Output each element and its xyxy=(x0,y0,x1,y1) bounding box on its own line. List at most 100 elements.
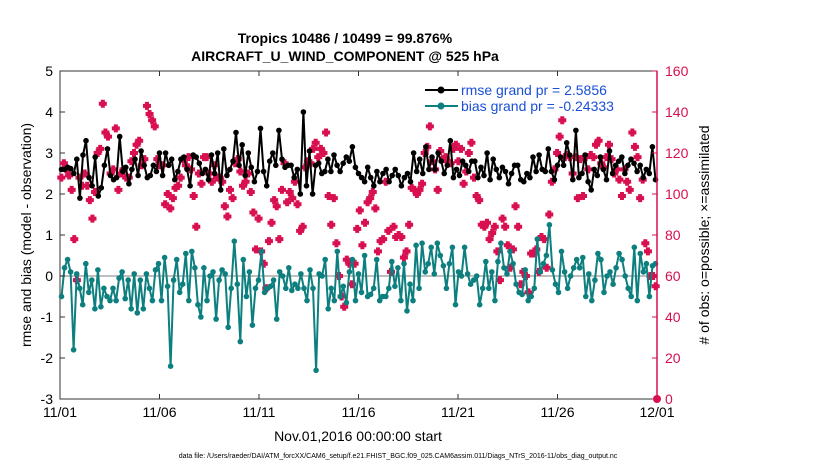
obs-count-point xyxy=(628,128,637,137)
rmse-point xyxy=(135,172,141,179)
y-tick-label: -1 xyxy=(41,309,54,325)
obs-count-point xyxy=(275,235,284,244)
rmse-point xyxy=(309,191,316,197)
rmse-point xyxy=(98,185,105,191)
bias-point xyxy=(534,236,541,242)
obs-count-point xyxy=(467,138,476,147)
rmse-point xyxy=(392,166,399,173)
rmse-point xyxy=(300,109,307,115)
x-tick-label: 11/11 xyxy=(243,404,276,420)
bias-point xyxy=(492,297,498,304)
rmse-point xyxy=(266,158,273,164)
obs-count-point xyxy=(293,200,302,209)
bias-point xyxy=(101,285,107,292)
obs-count-point xyxy=(433,185,442,194)
rmse-point xyxy=(263,183,270,189)
obs-count-point xyxy=(360,218,369,227)
obs-count-point xyxy=(176,173,185,182)
rmse-point xyxy=(377,178,383,185)
rmse-point xyxy=(530,154,536,160)
rmse-point xyxy=(83,137,89,144)
bias-point xyxy=(183,250,189,257)
bias-point xyxy=(198,314,204,320)
rmse-point xyxy=(502,168,509,175)
obs-count-point xyxy=(57,173,66,182)
bias-point xyxy=(143,271,150,277)
bias-point xyxy=(104,293,110,300)
bias-point xyxy=(604,273,610,279)
rmse-point xyxy=(193,154,199,160)
chart-title: Tropics 10486 / 10499 = 99.876% xyxy=(238,30,453,46)
bias-point xyxy=(470,277,477,283)
y-right-tick-label: 140 xyxy=(665,104,689,120)
bias-point xyxy=(561,269,568,275)
rmse-point xyxy=(257,125,264,132)
rmse-point xyxy=(643,166,650,173)
rmse-point xyxy=(172,176,178,183)
bias-point xyxy=(331,297,338,304)
rmse-point xyxy=(533,168,539,175)
obs-count-point xyxy=(163,190,172,198)
bias-point xyxy=(310,285,316,292)
bias-point xyxy=(546,222,553,228)
obs-count-point xyxy=(148,116,157,125)
obs-count-point xyxy=(615,175,624,184)
rmse-point xyxy=(597,154,604,160)
rmse-point xyxy=(334,162,340,169)
rmse-point xyxy=(646,170,653,177)
obs-count-point xyxy=(174,181,183,190)
bias-point xyxy=(204,297,210,304)
bias-point xyxy=(389,258,395,265)
bias-point xyxy=(564,285,571,292)
rmse-point xyxy=(585,178,591,185)
rmse-point xyxy=(640,174,646,181)
y-tick-label: 3 xyxy=(45,145,53,161)
bias-point xyxy=(373,256,380,263)
rmse-point xyxy=(214,150,221,156)
y-right-tick-label: 40 xyxy=(665,309,681,325)
obs-count-point xyxy=(166,204,175,213)
bias-point xyxy=(355,271,362,277)
rmse-point xyxy=(628,156,634,162)
obs-count-point xyxy=(267,218,276,227)
rmse-point xyxy=(389,172,396,179)
bias-point xyxy=(425,260,432,267)
bias-point xyxy=(289,287,295,294)
rmse-point xyxy=(420,170,426,177)
bias-point xyxy=(486,285,492,292)
bias-point xyxy=(616,250,622,257)
bias-point xyxy=(589,297,595,304)
bias-point xyxy=(558,248,565,255)
obs-count-point xyxy=(389,222,398,231)
bias-point xyxy=(216,277,222,283)
rmse-point xyxy=(625,162,631,169)
rmse-point xyxy=(364,164,371,171)
bias-point xyxy=(392,283,398,290)
bias-point xyxy=(613,265,619,271)
rmse-point xyxy=(331,152,337,158)
rmse-point xyxy=(123,164,129,171)
bias-point xyxy=(70,347,77,353)
rmse-point xyxy=(371,183,377,189)
rmse-point xyxy=(615,158,622,164)
bias-point xyxy=(98,304,104,310)
bias-point xyxy=(92,306,98,312)
y-tick-label: 4 xyxy=(45,104,53,120)
rmse-point xyxy=(346,158,353,164)
bias-point xyxy=(395,265,401,271)
bias-point xyxy=(437,252,444,259)
obs-count-point xyxy=(311,138,320,147)
bias-point xyxy=(537,269,544,275)
plot-area xyxy=(59,70,658,400)
rmse-point xyxy=(398,183,405,189)
rmse-point xyxy=(291,174,298,181)
bias-point xyxy=(113,297,119,304)
bias-point xyxy=(419,240,425,246)
rmse-point xyxy=(634,168,640,175)
x-tick-label: 11/26 xyxy=(541,404,575,420)
rmse-point xyxy=(462,162,469,169)
bias-point xyxy=(304,297,310,304)
bias-point xyxy=(625,285,631,292)
rmse-point xyxy=(153,168,160,175)
obs-count-point xyxy=(573,194,582,203)
